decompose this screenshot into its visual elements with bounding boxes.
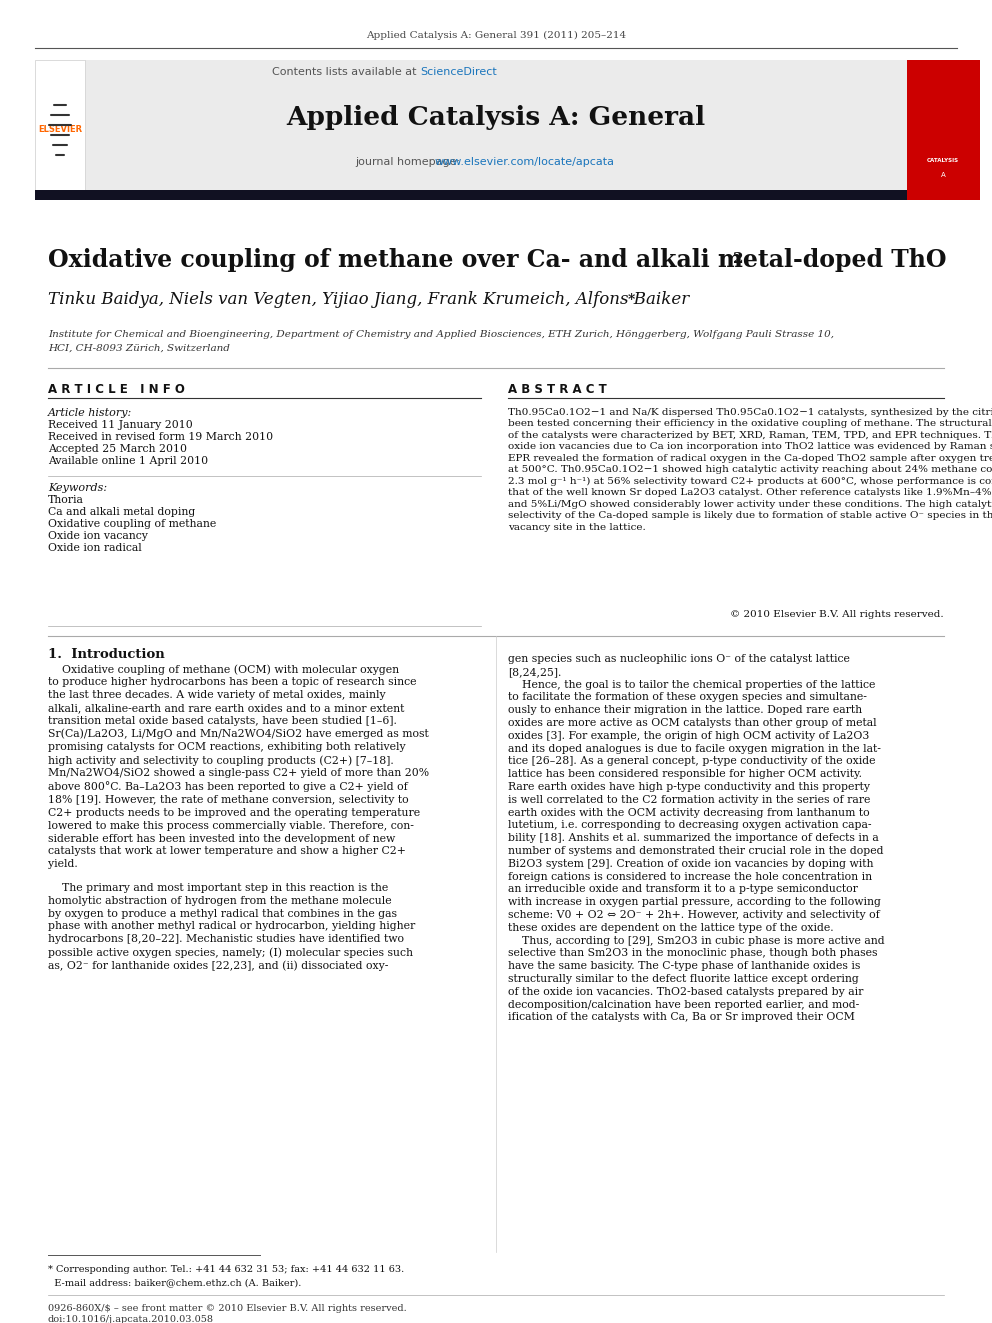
Text: HCI, CH-8093 Zürich, Switzerland: HCI, CH-8093 Zürich, Switzerland: [48, 344, 230, 353]
Text: Received in revised form 19 March 2010: Received in revised form 19 March 2010: [48, 433, 273, 442]
Bar: [35, 191, 907, 200]
Text: The primary and most important step in this reaction is the
homolytic abstractio: The primary and most important step in t…: [48, 882, 416, 971]
Text: Oxidative coupling of methane: Oxidative coupling of methane: [48, 519, 216, 529]
Text: A B S T R A C T: A B S T R A C T: [508, 382, 607, 396]
Text: E-mail address: baiker@chem.ethz.ch (A. Baiker).: E-mail address: baiker@chem.ethz.ch (A. …: [48, 1278, 302, 1287]
Text: Received 11 January 2010: Received 11 January 2010: [48, 419, 192, 430]
Text: Thoria: Thoria: [48, 495, 84, 505]
Text: Accepted 25 March 2010: Accepted 25 March 2010: [48, 445, 187, 454]
Text: journal homepage:: journal homepage:: [355, 157, 463, 167]
Text: Oxidative coupling of methane over Ca- and alkali metal-doped ThO: Oxidative coupling of methane over Ca- a…: [48, 247, 946, 273]
Text: Th0.95Ca0.1O2−1 and Na/K dispersed Th0.95Ca0.1O2−1 catalysts, synthesized by the: Th0.95Ca0.1O2−1 and Na/K dispersed Th0.9…: [508, 407, 992, 532]
Text: Ca and alkali metal doping: Ca and alkali metal doping: [48, 507, 195, 517]
Text: A R T I C L E   I N F O: A R T I C L E I N F O: [48, 382, 185, 396]
Text: Applied Catalysis A: General: Applied Catalysis A: General: [287, 106, 705, 131]
Text: Applied Catalysis A: General 391 (2011) 205–214: Applied Catalysis A: General 391 (2011) …: [366, 30, 626, 40]
Text: ELSEVIER: ELSEVIER: [38, 126, 82, 135]
Text: 2: 2: [733, 251, 743, 266]
Text: Available online 1 April 2010: Available online 1 April 2010: [48, 456, 208, 466]
Text: Tinku Baidya, Niels van Vegten, Yijiao Jiang, Frank Krumeich, Alfons Baiker: Tinku Baidya, Niels van Vegten, Yijiao J…: [48, 291, 689, 308]
Bar: [907, 60, 980, 200]
Text: Oxide ion vacancy: Oxide ion vacancy: [48, 531, 148, 541]
Text: Keywords:: Keywords:: [48, 483, 107, 493]
Text: * Corresponding author. Tel.: +41 44 632 31 53; fax: +41 44 632 11 63.: * Corresponding author. Tel.: +41 44 632…: [48, 1265, 405, 1274]
Text: gen species such as nucleophilic ions O⁻ of the catalyst lattice
[8,24,25].
    : gen species such as nucleophilic ions O⁻…: [508, 654, 885, 1023]
Text: *: *: [628, 292, 635, 307]
Text: www.elsevier.com/locate/apcata: www.elsevier.com/locate/apcata: [435, 157, 615, 167]
Text: 1.  Introduction: 1. Introduction: [48, 648, 165, 662]
Text: Oxidative coupling of methane (OCM) with molecular oxygen
to produce higher hydr: Oxidative coupling of methane (OCM) with…: [48, 664, 430, 869]
Bar: [35, 60, 85, 198]
Text: 0926-860X/$ – see front matter © 2010 Elsevier B.V. All rights reserved.: 0926-860X/$ – see front matter © 2010 El…: [48, 1304, 407, 1312]
Text: doi:10.1016/j.apcata.2010.03.058: doi:10.1016/j.apcata.2010.03.058: [48, 1315, 214, 1323]
Text: Oxide ion radical: Oxide ion radical: [48, 542, 142, 553]
Bar: [85, 60, 907, 198]
Text: CATALYSIS: CATALYSIS: [927, 157, 959, 163]
Text: © 2010 Elsevier B.V. All rights reserved.: © 2010 Elsevier B.V. All rights reserved…: [730, 610, 944, 619]
Text: Article history:: Article history:: [48, 407, 132, 418]
Text: ScienceDirect: ScienceDirect: [420, 67, 497, 77]
Text: A: A: [940, 172, 945, 179]
Text: Institute for Chemical and Bioengineering, Department of Chemistry and Applied B: Institute for Chemical and Bioengineerin…: [48, 329, 834, 339]
Text: Contents lists available at: Contents lists available at: [272, 67, 420, 77]
